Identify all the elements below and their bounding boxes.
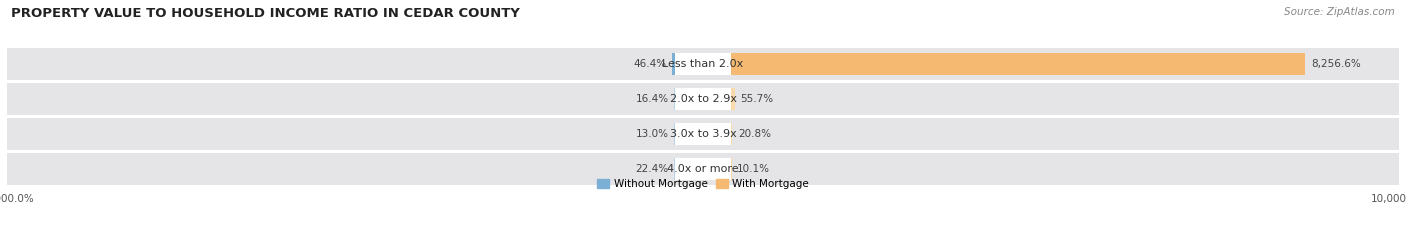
Bar [7, 48, 1399, 80]
Bar [731, 53, 1306, 75]
Text: 8,256.6%: 8,256.6% [1310, 59, 1361, 69]
Text: 46.4%: 46.4% [633, 59, 666, 69]
Bar [675, 53, 731, 75]
Text: 20.8%: 20.8% [738, 129, 770, 139]
Text: 4.0x or more: 4.0x or more [668, 164, 738, 174]
Text: 10.1%: 10.1% [737, 164, 770, 174]
Bar [731, 123, 733, 145]
Text: 16.4%: 16.4% [636, 94, 668, 104]
Bar [7, 83, 1399, 115]
Bar [673, 158, 675, 180]
Bar [7, 118, 1399, 150]
Bar [731, 88, 735, 110]
Legend: Without Mortgage, With Mortgage: Without Mortgage, With Mortgage [593, 175, 813, 193]
Text: 13.0%: 13.0% [636, 129, 669, 139]
Bar [675, 123, 731, 145]
Bar [672, 53, 675, 75]
Text: PROPERTY VALUE TO HOUSEHOLD INCOME RATIO IN CEDAR COUNTY: PROPERTY VALUE TO HOUSEHOLD INCOME RATIO… [11, 7, 520, 20]
Bar [675, 88, 731, 110]
Text: 55.7%: 55.7% [741, 94, 773, 104]
Text: 22.4%: 22.4% [636, 164, 668, 174]
Bar [7, 153, 1399, 185]
Text: 3.0x to 3.9x: 3.0x to 3.9x [669, 129, 737, 139]
Text: Less than 2.0x: Less than 2.0x [662, 59, 744, 69]
Text: Source: ZipAtlas.com: Source: ZipAtlas.com [1284, 7, 1395, 17]
Text: 2.0x to 2.9x: 2.0x to 2.9x [669, 94, 737, 104]
Bar [675, 158, 731, 180]
